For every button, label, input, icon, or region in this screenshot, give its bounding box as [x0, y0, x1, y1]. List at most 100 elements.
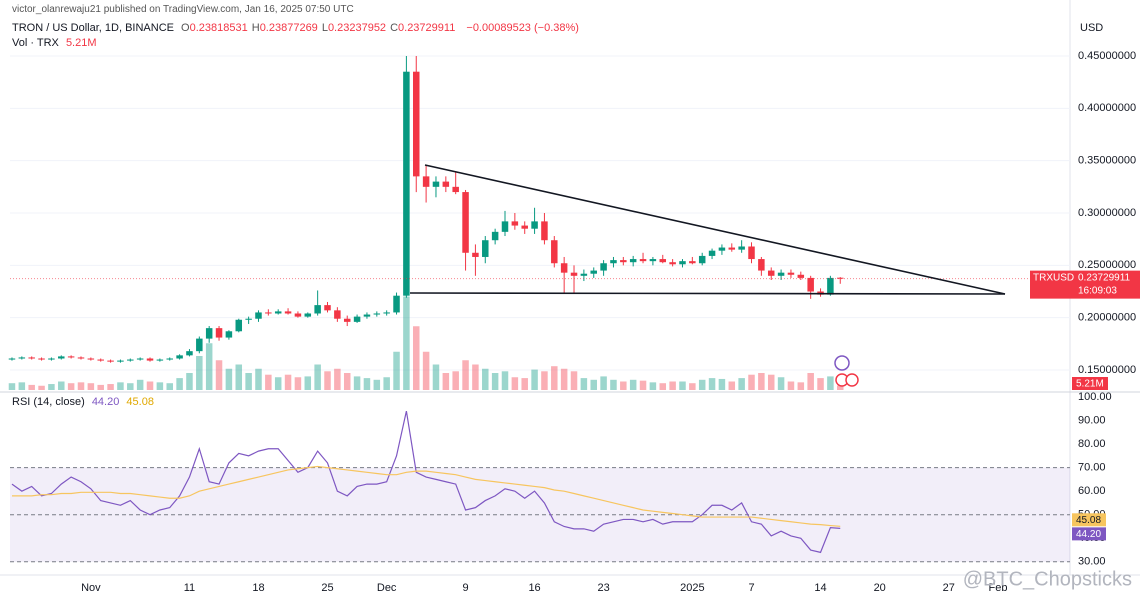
volume-bar	[560, 368, 568, 390]
candle-body	[255, 312, 262, 319]
volume-bar	[156, 382, 164, 390]
candle-body	[501, 221, 509, 232]
volume-bar	[334, 368, 341, 390]
volume-bar	[353, 376, 361, 390]
ohlc-label: H	[251, 22, 260, 34]
y-tick-label: 0.45000000	[1078, 50, 1136, 62]
candle-body	[334, 310, 341, 319]
symbol-title: TRON / US Dollar, 1D, BINANCE	[12, 22, 174, 34]
y-tick-label: 70.00	[1078, 462, 1106, 474]
volume-bar	[225, 368, 233, 390]
candle-body	[600, 263, 607, 271]
price-badge-value: 0.23729911	[1078, 272, 1131, 283]
candle-body	[353, 316, 361, 322]
candle-body	[738, 246, 745, 250]
x-tick-label: 14	[814, 582, 826, 594]
volume-bar	[679, 381, 686, 390]
volume-bar	[205, 343, 213, 390]
candle-body	[610, 260, 617, 264]
candle-body	[127, 359, 134, 361]
volume-bar	[649, 382, 657, 390]
candle-body	[679, 261, 686, 265]
event-icon[interactable]	[834, 355, 850, 371]
volume-bar	[551, 366, 558, 390]
volume-bar	[698, 379, 706, 390]
candle-body	[28, 357, 35, 359]
x-tick-label: 23	[597, 582, 609, 594]
volume-bar	[403, 296, 410, 390]
volume-bar	[767, 374, 775, 390]
candle-body	[107, 360, 114, 362]
candle-body	[363, 314, 371, 317]
candle-body	[176, 355, 183, 359]
volume-bar	[314, 364, 321, 390]
volume-bar	[87, 383, 95, 390]
volume-bar	[462, 360, 469, 390]
volume-bar	[837, 385, 844, 390]
candle-body	[590, 270, 597, 274]
candle-body	[551, 240, 558, 264]
volume-bar	[482, 368, 489, 390]
x-tick-label: 7	[748, 582, 754, 594]
candle-body	[767, 270, 775, 276]
candle-body	[97, 359, 104, 361]
y-tick-label: 80.00	[1078, 438, 1106, 450]
candle-body	[166, 358, 173, 360]
candle-body	[343, 318, 351, 322]
volume-bar	[422, 351, 430, 390]
candle-body	[698, 255, 706, 264]
candle-body	[294, 313, 302, 317]
candle-body	[403, 71, 410, 296]
volume-bar	[265, 374, 272, 390]
volume-bar	[669, 381, 676, 390]
candle-body	[758, 259, 765, 271]
volume-bar	[827, 376, 834, 390]
candle-body	[718, 247, 726, 251]
volume-bar	[255, 368, 262, 390]
volume-bar	[738, 378, 745, 390]
volume-bar	[284, 374, 292, 390]
candle-body	[156, 359, 164, 361]
candle-body	[560, 263, 568, 273]
candle-body	[38, 358, 45, 360]
candle-body	[245, 318, 252, 320]
candle-body	[422, 176, 430, 187]
rsi-line	[11, 410, 841, 554]
candle-body	[265, 312, 272, 314]
volume-bar	[718, 378, 726, 390]
volume-bar	[294, 377, 302, 390]
volume-bar	[659, 383, 667, 390]
y-tick-label: 60.00	[1078, 485, 1106, 497]
y-tick-label: 0.30000000	[1078, 207, 1136, 219]
x-tick-label: 25	[321, 582, 333, 594]
candle-body	[570, 272, 578, 276]
y-tick-label: 0.35000000	[1078, 155, 1136, 167]
candle-body	[77, 357, 85, 359]
rsi-badge-value: 45.08	[1076, 515, 1101, 526]
candle-body	[649, 259, 657, 262]
candle-body	[541, 221, 548, 241]
volume-bar	[107, 384, 114, 390]
volume-bar	[521, 378, 528, 390]
trendline	[409, 292, 1006, 295]
candle-body	[225, 331, 233, 338]
x-tick-label: 27	[943, 582, 955, 594]
volume-bar	[18, 382, 26, 390]
rsi-badge-value: 44.20	[1076, 529, 1101, 540]
volume-legend: Vol · TRX 5.21M	[12, 37, 101, 49]
candle-body	[432, 181, 440, 187]
candle-body	[324, 305, 331, 311]
currency: USD	[1080, 22, 1103, 34]
candle-body	[146, 358, 154, 361]
volume-bar	[413, 326, 420, 390]
event-icon[interactable]	[845, 373, 859, 387]
volume-bar	[274, 377, 282, 390]
change: −0.00089523 (−0.38%)	[466, 22, 579, 34]
candle-body	[708, 250, 716, 256]
candle-body	[274, 311, 282, 314]
volume-bar	[708, 378, 716, 390]
volume-bar	[393, 351, 400, 390]
candle-body	[452, 186, 459, 193]
ohlc: O0.23818531 H0.23877269 L0.23237952 C0.2372…	[181, 22, 459, 34]
candle-body	[511, 221, 519, 226]
